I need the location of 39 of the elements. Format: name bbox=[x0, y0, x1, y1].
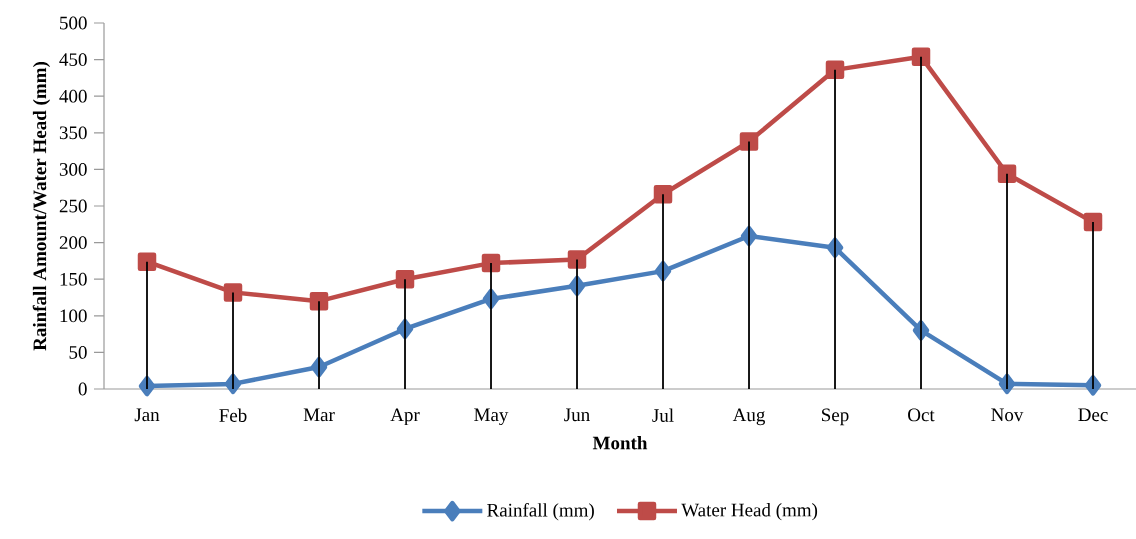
y-tick-label: 250 bbox=[59, 199, 87, 213]
point bbox=[825, 60, 845, 80]
x-tick-label: Oct bbox=[908, 408, 935, 422]
x-tick-label: Nov bbox=[991, 408, 1024, 422]
legend-label: Water Head (mm) bbox=[681, 503, 818, 521]
legend-label: Rainfall (mm) bbox=[487, 503, 594, 521]
point bbox=[997, 164, 1017, 184]
y-tick-label: 350 bbox=[59, 126, 87, 140]
x-tick-label: Jun bbox=[564, 408, 590, 422]
x-tick-label: Feb bbox=[219, 408, 247, 422]
x-tick-label: Aug bbox=[732, 408, 765, 426]
point bbox=[395, 269, 415, 289]
y-tick-label: 450 bbox=[59, 53, 87, 67]
x-tick-label: May bbox=[474, 408, 509, 426]
point bbox=[309, 291, 329, 311]
x-tick-label: Jan bbox=[134, 408, 160, 422]
x-tick-label: Mar bbox=[303, 408, 335, 422]
y-tick-label: 400 bbox=[59, 89, 87, 103]
point bbox=[223, 283, 243, 302]
point bbox=[739, 132, 759, 151]
y-tick-label: 200 bbox=[59, 236, 87, 250]
point bbox=[1083, 212, 1103, 232]
x-tick-label: Apr bbox=[390, 408, 420, 426]
y-tick-label: 0 bbox=[78, 382, 87, 396]
point bbox=[137, 252, 157, 271]
point bbox=[567, 250, 587, 269]
point bbox=[911, 47, 931, 66]
x-tick-label: Sep bbox=[822, 408, 849, 426]
point bbox=[481, 253, 501, 273]
y-tick-label: 500 bbox=[60, 16, 87, 30]
y-tick-label: 50 bbox=[69, 346, 87, 359]
y-axis-title: Rainfall Amount/Water Head (mm) bbox=[32, 61, 51, 351]
x-tick-label: Jul bbox=[652, 408, 674, 422]
point bbox=[653, 185, 673, 204]
x-tick-label: Dec bbox=[1078, 408, 1108, 422]
y-tick-label: 150 bbox=[60, 272, 87, 286]
y-tick-label: 300 bbox=[59, 163, 87, 176]
x-axis-title: Month bbox=[592, 436, 648, 450]
y-tick-label: 100 bbox=[60, 309, 87, 323]
